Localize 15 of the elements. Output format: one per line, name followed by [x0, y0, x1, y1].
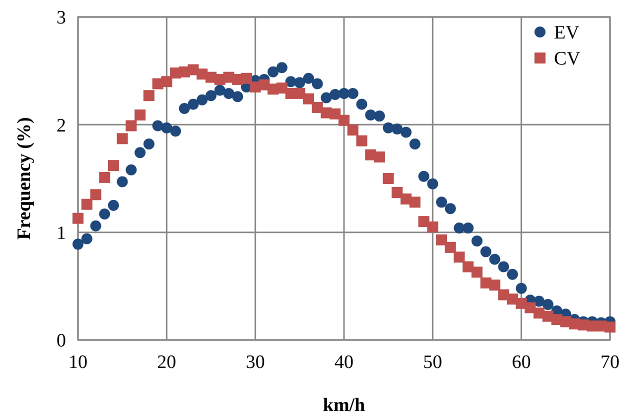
legend-label: EV [554, 22, 580, 44]
y-axis-title: Frequency (%) [14, 117, 35, 240]
x-tick-label: 70 [600, 352, 620, 373]
x-tick-label: 50 [423, 352, 442, 373]
x-axis-title: km/h [322, 395, 366, 415]
y-tick-label: 2 [56, 115, 66, 136]
x-tick-label: 10 [68, 352, 88, 373]
x-tick-label: 60 [512, 352, 531, 373]
y-tick-label: 3 [56, 8, 66, 29]
y-tick-label: 0 [56, 330, 66, 352]
legend-label: CV [554, 48, 581, 70]
x-tick-label: 30 [246, 352, 265, 373]
x-tick-label: 20 [157, 352, 176, 373]
x-tick-label: 40 [334, 352, 354, 373]
y-tick-label: 1 [56, 222, 66, 244]
